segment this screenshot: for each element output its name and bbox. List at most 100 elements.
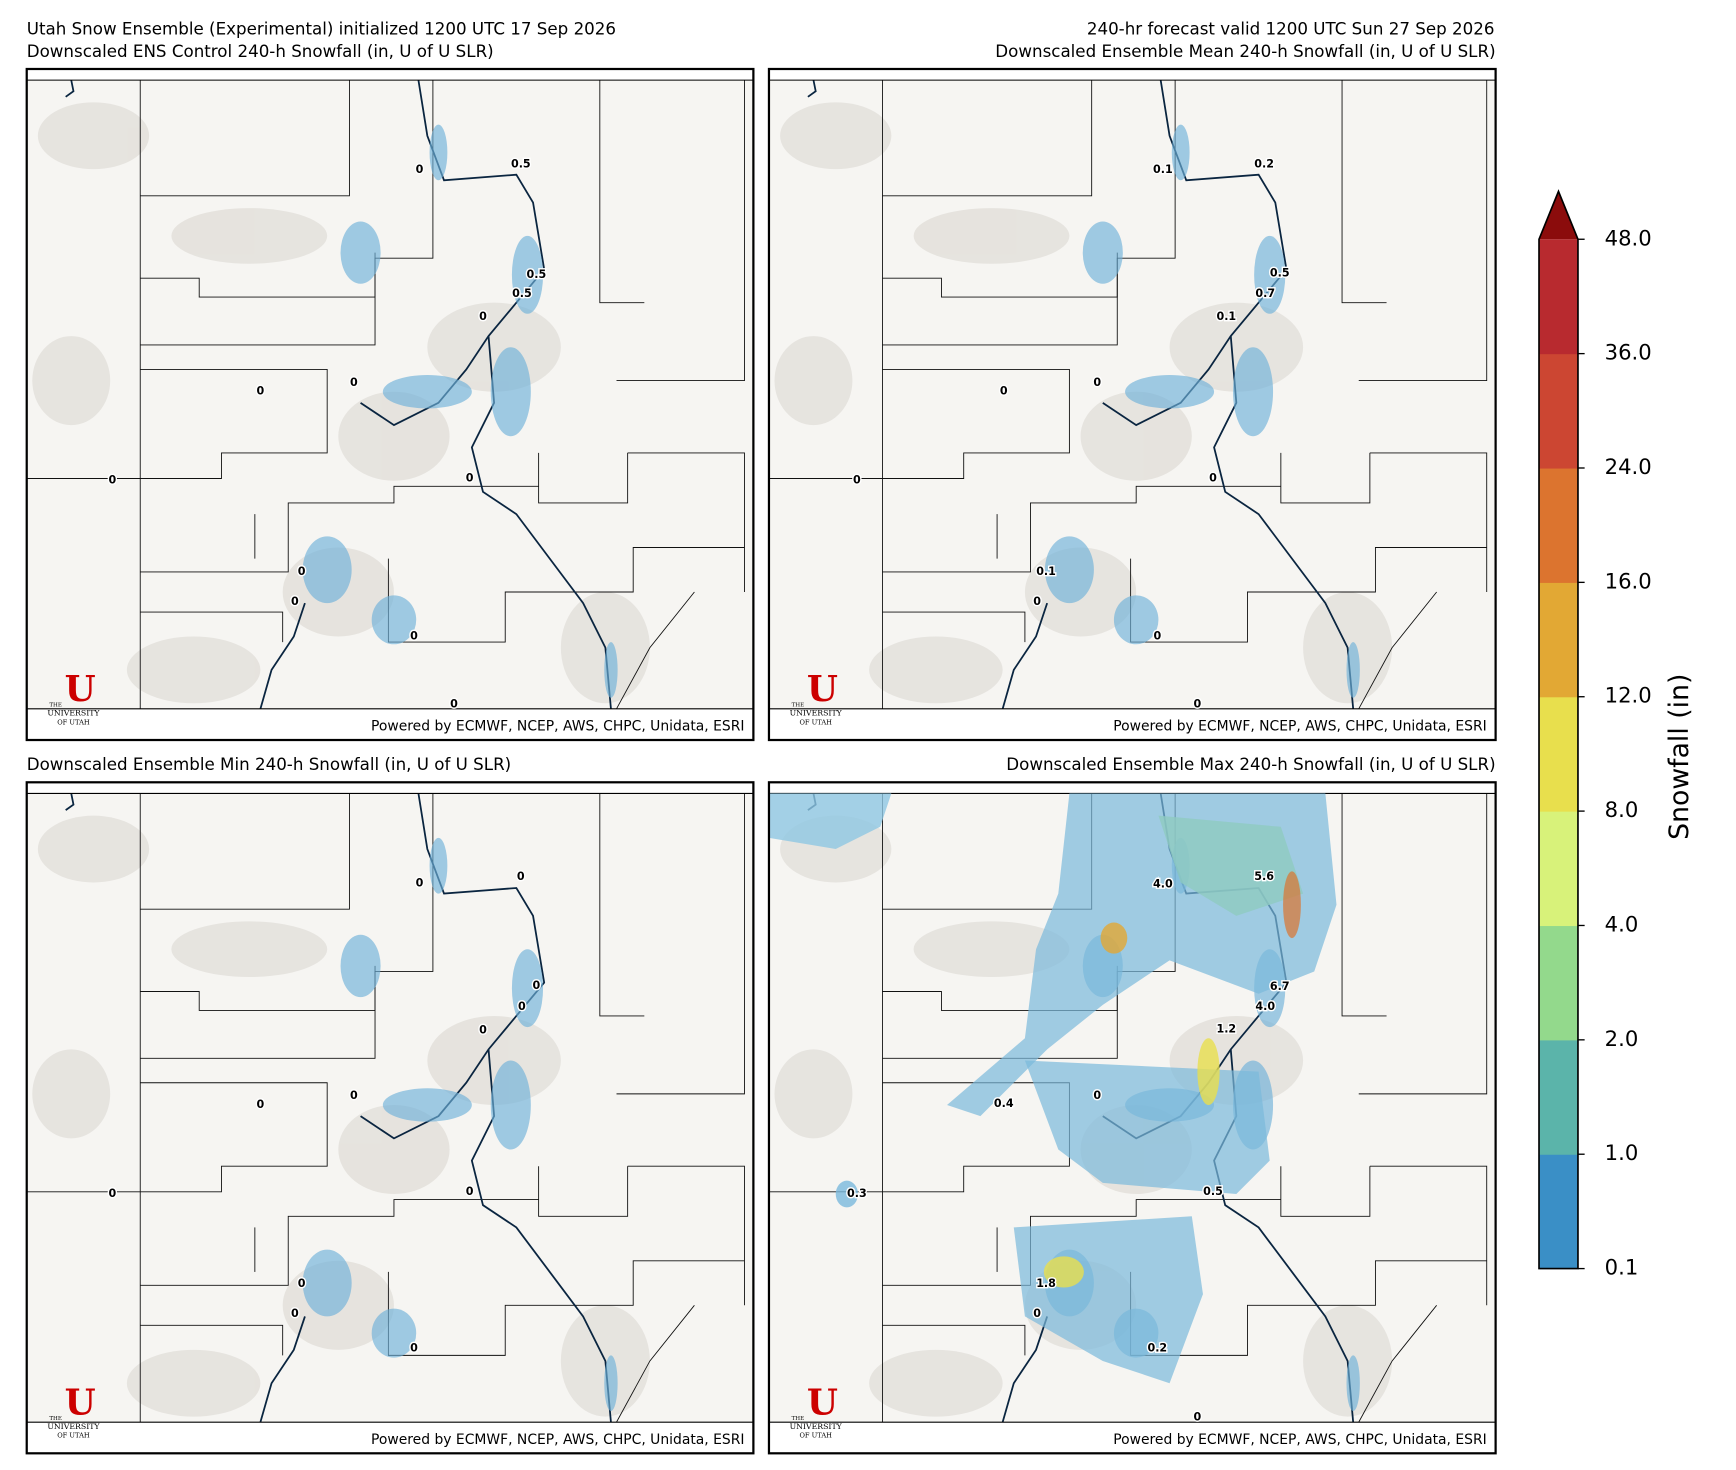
header-right: 240-hr forecast valid 1200 UTC Sun 27 Se… — [1087, 19, 1495, 38]
logo-text: OF UTAH — [57, 1432, 90, 1440]
point-label: 0.1 — [1153, 163, 1173, 176]
logo-mark: U — [807, 669, 838, 710]
basemap — [27, 69, 754, 740]
footer: Powered by ECMWF, NCEP, AWS, CHPC, Unida… — [371, 1432, 744, 1448]
point-label: 1.8 — [1036, 1277, 1056, 1290]
point-label: 0 — [416, 877, 424, 890]
point-label: 0 — [517, 870, 525, 883]
colorbar-segment — [1539, 811, 1578, 927]
point-label: 0.5 — [512, 287, 532, 300]
colorbar-segment — [1539, 467, 1578, 583]
point-label: 0 — [450, 697, 458, 710]
colorbar-tick-label: 2.0 — [1605, 1026, 1639, 1051]
point-label: 0 — [257, 1098, 265, 1111]
point-label: 0.5 — [1203, 1185, 1223, 1198]
point-label: 0 — [257, 385, 265, 398]
point-label: 4.0 — [1255, 1000, 1275, 1013]
point-label: 0 — [479, 310, 487, 323]
point-label: 0.5 — [511, 158, 531, 171]
colorbar-tick-label: 8.0 — [1605, 797, 1639, 822]
panel-frame — [25, 781, 755, 1455]
point-label: 0 — [350, 376, 358, 389]
logo-text: OF UTAH — [799, 718, 832, 726]
point-label: 0 — [410, 1342, 418, 1355]
point-label: 0 — [533, 979, 541, 992]
map-panel: Downscaled Ensemble Mean 240-h Snowfall … — [767, 42, 1497, 742]
point-label: 0 — [109, 1187, 117, 1200]
point-label: 0.5 — [527, 268, 547, 281]
point-label: 0.3 — [847, 1187, 867, 1200]
logo-text: OF UTAH — [799, 1432, 832, 1440]
panel-frame — [25, 67, 755, 742]
basemap — [769, 69, 1496, 740]
point-label: 0.7 — [1255, 287, 1275, 300]
point-label: 0.1 — [1216, 310, 1236, 323]
colorbar-segment — [1539, 925, 1578, 1041]
basemap — [27, 782, 754, 1453]
point-label: 0.1 — [1036, 565, 1056, 578]
point-label: 0 — [109, 474, 117, 487]
colorbar-segment — [1539, 1154, 1578, 1270]
logo-text: OF UTAH — [57, 718, 90, 726]
point-label: 5.6 — [1254, 870, 1274, 883]
colorbar-tick-label: 1.0 — [1605, 1140, 1639, 1165]
point-label: 0 — [1093, 1089, 1101, 1102]
point-label: 0 — [1194, 1411, 1202, 1424]
point-label: 6.7 — [1270, 980, 1290, 993]
point-label: 0.4 — [994, 1097, 1014, 1110]
point-label: 0.2 — [1147, 1342, 1167, 1355]
colorbar-segment — [1539, 353, 1578, 469]
point-label: 0 — [291, 595, 299, 608]
colorbar-label: Snowfall (in) — [1664, 674, 1695, 840]
colorbar-segment — [1539, 239, 1578, 355]
logo-mark: U — [807, 1382, 838, 1423]
panel-title: Downscaled Ensemble Min 240-h Snowfall (… — [27, 755, 511, 774]
point-label: 0 — [853, 474, 861, 487]
point-label: 1.2 — [1216, 1022, 1236, 1035]
logo-text: UNIVERSITY — [790, 1422, 843, 1431]
point-label: 0 — [1033, 1307, 1041, 1320]
point-label: 0 — [1093, 376, 1101, 389]
point-label: 0 — [350, 1089, 358, 1102]
point-label: 4.0 — [1153, 878, 1173, 891]
colorbar-tick-label: 48.0 — [1605, 225, 1652, 250]
point-label: 0 — [1033, 595, 1041, 608]
colorbar-tick-label: 24.0 — [1605, 454, 1652, 479]
panel-frame — [767, 67, 1497, 742]
footer: Powered by ECMWF, NCEP, AWS, CHPC, Unida… — [1113, 1432, 1486, 1448]
panel-title: Downscaled Ensemble Mean 240-h Snowfall … — [995, 42, 1495, 61]
colorbar-tick-label: 36.0 — [1605, 340, 1652, 365]
point-label: 0 — [298, 1277, 306, 1290]
point-label: 0.5 — [1270, 267, 1290, 280]
colorbar-segment — [1539, 582, 1578, 698]
logo-mark: U — [65, 1382, 96, 1423]
colorbar-segment — [1539, 1039, 1578, 1155]
colorbar-tick-label: 16.0 — [1605, 568, 1652, 593]
colorbar-tick-label: 0.1 — [1605, 1255, 1639, 1280]
map-panel: Downscaled ENS Control 240-h Snowfall (i… — [25, 42, 755, 742]
panel-title: Downscaled Ensemble Max 240-h Snowfall (… — [1006, 755, 1495, 774]
colorbar-frame — [1538, 189, 1579, 1270]
point-label: 0 — [1209, 472, 1217, 485]
logo-text: UNIVERSITY — [47, 1422, 100, 1431]
point-label: 0 — [1194, 697, 1202, 710]
logo-text: THE — [49, 703, 62, 709]
logo-text: UNIVERSITY — [47, 709, 100, 718]
point-label: 0 — [298, 565, 306, 578]
logo-text: UNIVERSITY — [790, 709, 843, 718]
point-label: 0 — [291, 1307, 299, 1320]
point-label: 0 — [416, 163, 424, 176]
point-label: 0 — [466, 1185, 474, 1198]
map-panel: Downscaled Ensemble Max 240-h Snowfall (… — [767, 755, 1497, 1455]
point-label: 0 — [466, 472, 474, 485]
point-label: 0 — [1153, 630, 1161, 643]
colorbar-extend — [1539, 191, 1578, 240]
colorbar-tick-label: 12.0 — [1605, 683, 1652, 708]
point-label: 0 — [1000, 385, 1008, 398]
colorbar-tick-label: 4.0 — [1605, 911, 1639, 936]
header-left: Utah Snow Ensemble (Experimental) initia… — [27, 19, 616, 38]
colorbar-segment — [1539, 696, 1578, 812]
panel-frame — [767, 781, 1497, 1455]
logo-text: THE — [49, 1416, 62, 1422]
